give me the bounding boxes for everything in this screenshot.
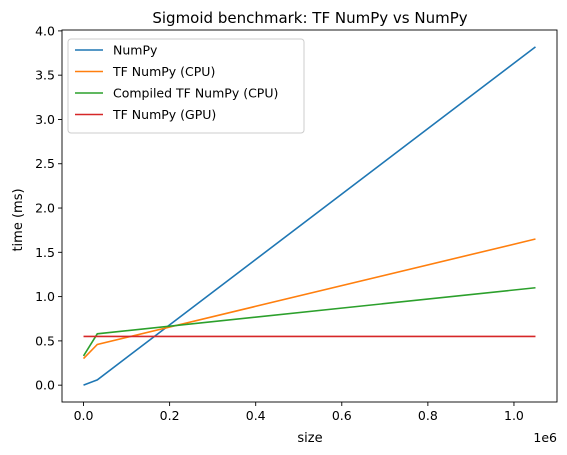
x-tick-label: 1.0 [504, 408, 524, 423]
x-tick-label: 0.4 [246, 408, 266, 423]
y-tick-label: 1.0 [35, 289, 55, 304]
y-axis-label: time (ms) [11, 188, 26, 251]
legend: NumPy TF NumPy (CPU) Compiled TF NumPy (CP… [68, 39, 304, 133]
x-axis-offset-label: 1e6 [533, 430, 557, 445]
legend-label: TF NumPy (CPU) [112, 64, 215, 79]
y-tick-label: 1.5 [35, 245, 55, 260]
x-tick-label: 0.2 [160, 408, 180, 423]
y-tick-label: 2.5 [35, 156, 55, 171]
legend-label: TF NumPy (GPU) [112, 107, 216, 122]
y-tick-label: 3.0 [35, 112, 55, 127]
y-tick-label: 0.5 [35, 333, 55, 348]
legend-label: Compiled TF NumPy (CPU) [113, 86, 278, 101]
x-tick-label: 0.8 [418, 408, 438, 423]
y-tick-label: 4.0 [35, 23, 55, 38]
x-tick-label: 0.0 [74, 408, 94, 423]
legend-label: NumPy [113, 43, 158, 58]
x-axis-label: size [297, 431, 322, 446]
y-tick-label: 2.0 [35, 201, 55, 216]
chart-title: Sigmoid benchmark: TF NumPy vs NumPy [152, 9, 467, 27]
y-tick-label: 0.0 [35, 378, 55, 393]
x-tick-label: 0.6 [332, 408, 352, 423]
y-tick-label: 3.5 [35, 68, 55, 83]
